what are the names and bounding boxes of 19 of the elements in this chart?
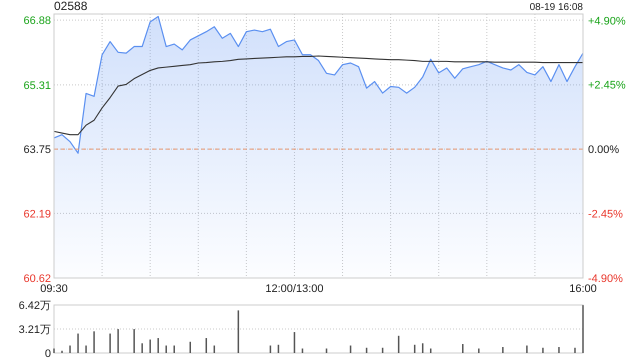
chart-title: 02588 — [54, 0, 88, 13]
y-tick-label: 62.19 — [23, 208, 51, 220]
y-tick-label: 65.31 — [23, 80, 51, 92]
x-tick-label: 16:00 — [569, 283, 597, 295]
x-tick-label: 12:00/13:00 — [265, 283, 324, 295]
y-tick-label: 66.88 — [23, 15, 51, 28]
y2-tick-label: +4.90% — [588, 15, 626, 28]
line-series — [53, 55, 584, 136]
y2-tick-label: -4.90% — [588, 273, 624, 285]
y-tick-label: 3.21万 — [18, 324, 51, 336]
y2-tick-label: +2.45% — [588, 80, 626, 92]
text: 08-19 16:08 — [530, 2, 584, 13]
y-tick-label: 60.62 — [23, 273, 51, 285]
x-tick-label: 09:30 — [40, 283, 68, 295]
y-tick-label: 0 — [44, 348, 51, 360]
y-tick-label: 6.42万 — [18, 300, 51, 312]
y2-tick-label: 0.00% — [588, 144, 620, 156]
y2-tick-label: -2.45% — [588, 208, 624, 221]
y-tick-label: 63.75 — [23, 144, 51, 156]
